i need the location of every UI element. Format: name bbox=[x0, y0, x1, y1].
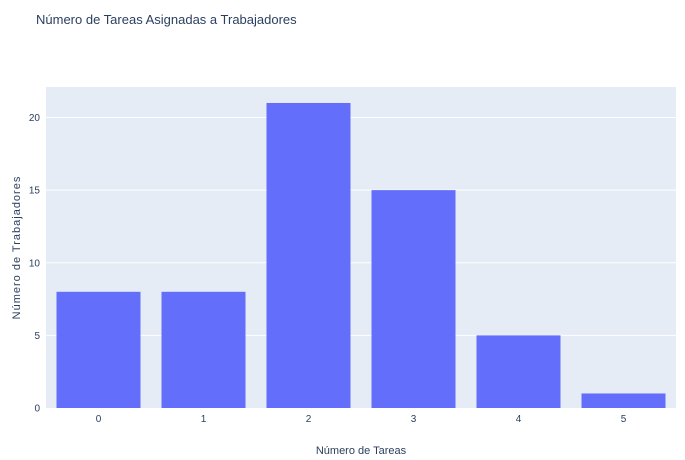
x-tick-label: 4 bbox=[516, 414, 522, 425]
x-tick-label: 2 bbox=[306, 414, 312, 425]
bar-3[interactable] bbox=[371, 190, 456, 408]
x-tick-label: 0 bbox=[96, 414, 102, 425]
y-axis-title: Número de Trabajadores bbox=[11, 176, 23, 320]
y-tick-label: 15 bbox=[29, 186, 41, 197]
x-axis-title: Número de Tareas bbox=[316, 445, 407, 457]
plot-area bbox=[46, 87, 676, 408]
y-tick-label: 5 bbox=[34, 331, 40, 342]
bar-4[interactable] bbox=[476, 335, 561, 408]
y-tick-label: 0 bbox=[34, 404, 40, 415]
bar-1[interactable] bbox=[161, 291, 246, 408]
x-tick-label: 1 bbox=[201, 414, 207, 425]
y-axis-ticks: 0 5 10 15 20 bbox=[29, 113, 41, 414]
x-tick-label: 3 bbox=[411, 414, 417, 425]
y-tick-label: 10 bbox=[29, 258, 41, 269]
bar-2[interactable] bbox=[266, 102, 351, 408]
x-tick-label: 5 bbox=[621, 414, 627, 425]
bar-0[interactable] bbox=[56, 291, 141, 408]
x-axis-ticks: 0 1 2 3 4 5 bbox=[96, 414, 627, 425]
grid-layer bbox=[46, 117, 676, 336]
bar-5[interactable] bbox=[581, 393, 666, 408]
bar-layer bbox=[56, 102, 666, 408]
chart-title: Número de Tareas Asignadas a Trabajadore… bbox=[36, 12, 297, 27]
y-tick-label: 20 bbox=[29, 113, 41, 124]
